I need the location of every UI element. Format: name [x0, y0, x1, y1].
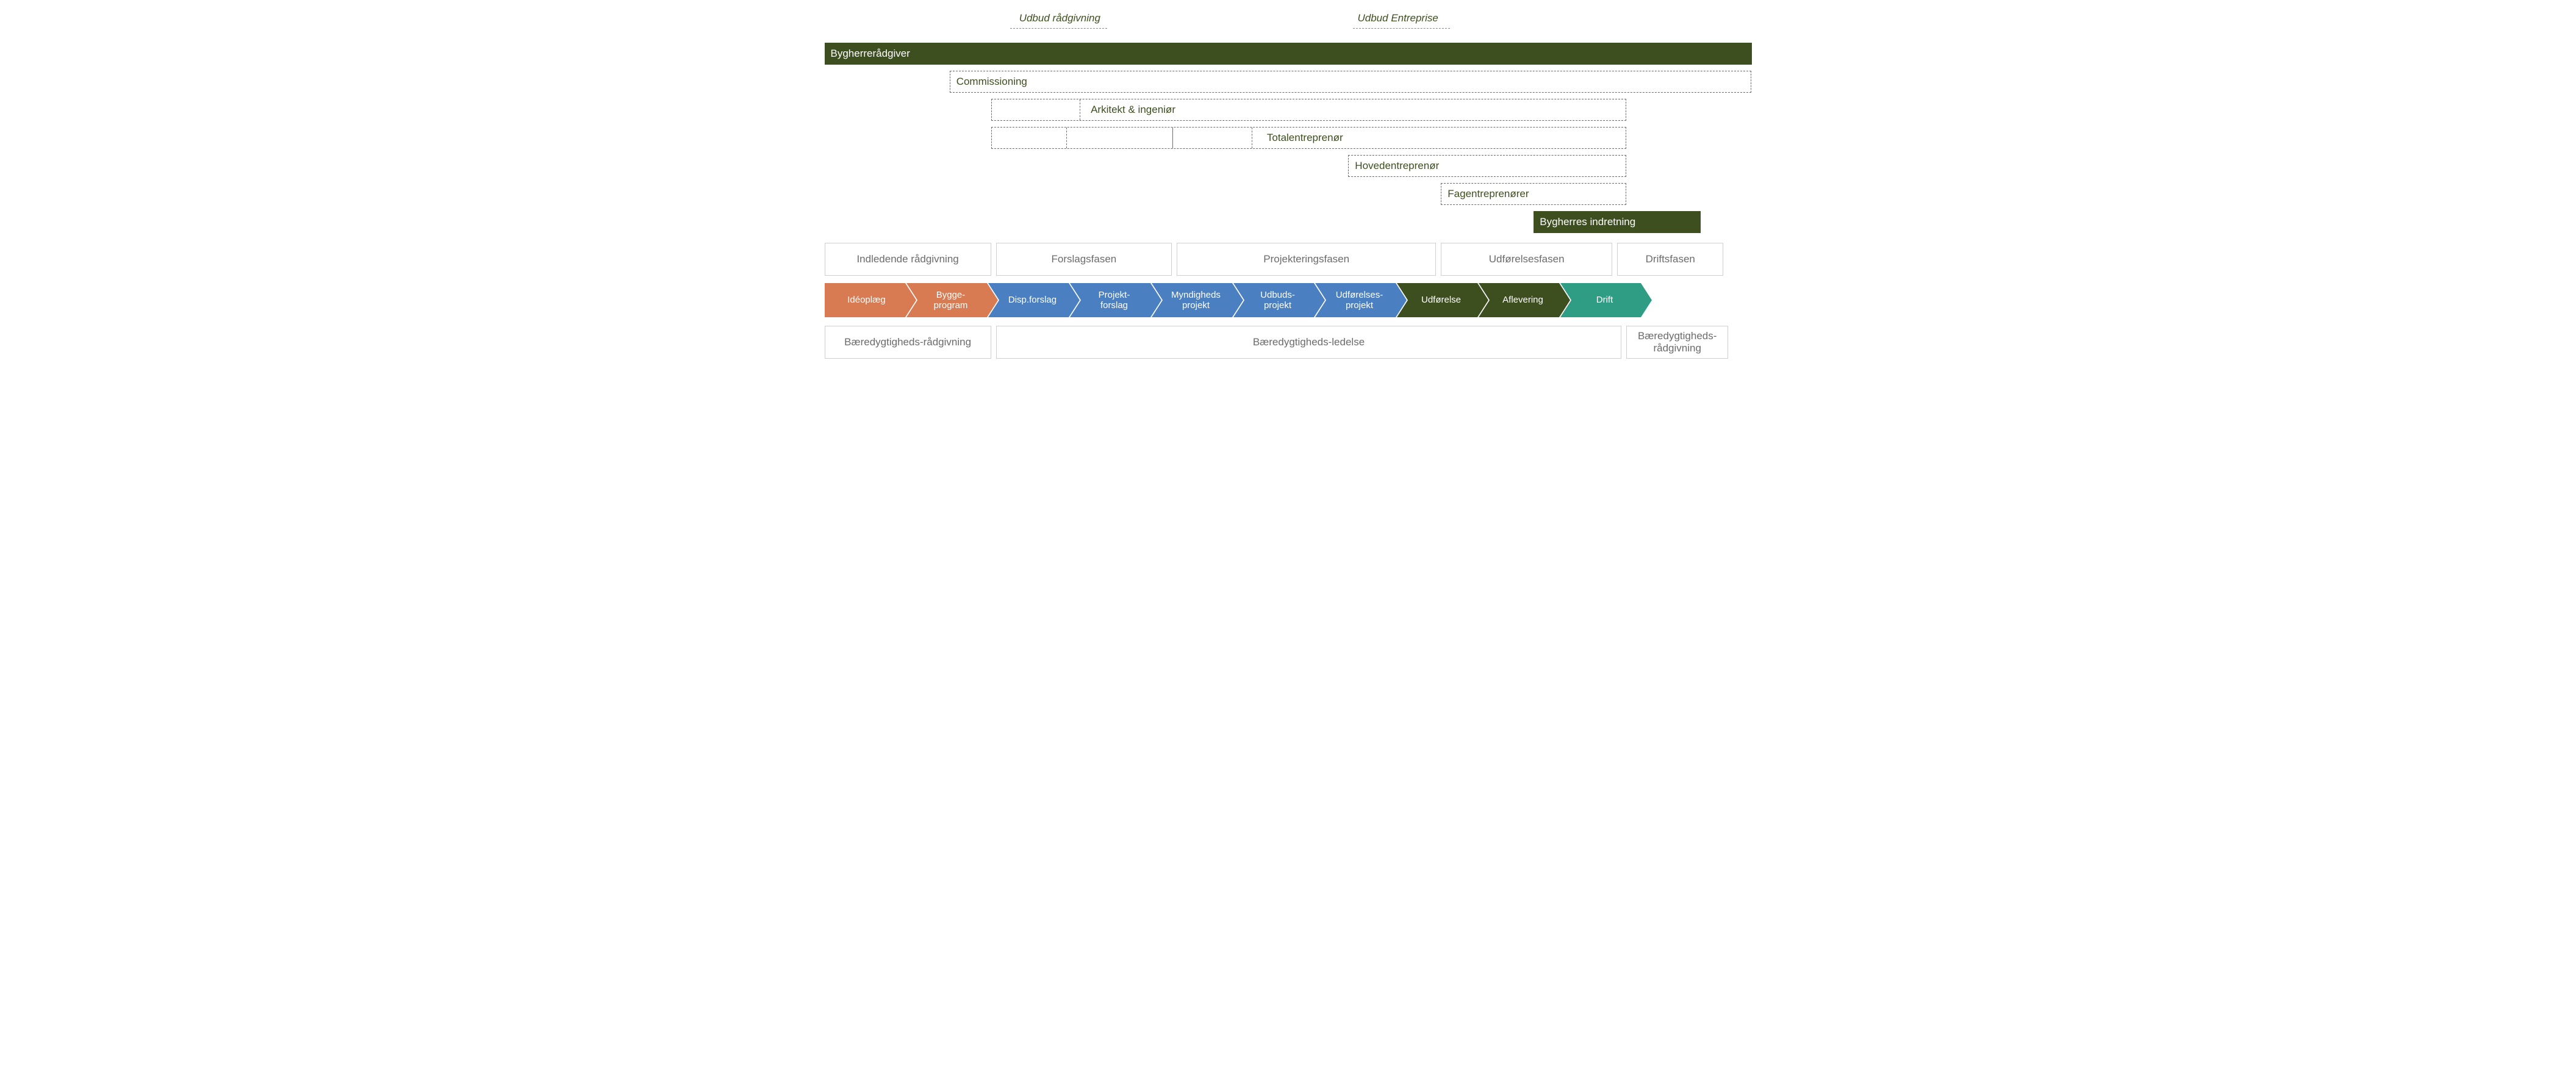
callout-label-1: Udbud Entreprise [1358, 12, 1438, 24]
phase-box-1: Forslagsfasen [996, 243, 1172, 276]
role-bar-4: Hovedentreprenør [1348, 155, 1626, 177]
chevron-step-4: Myndigheds projekt [1152, 283, 1232, 317]
phase-box-2: Projekteringsfasen [1177, 243, 1436, 276]
chevron-label: Myndigheds projekt [1171, 290, 1221, 311]
callout-underline-1 [1353, 28, 1451, 29]
chevron-label: Disp.forslag [1008, 295, 1057, 305]
role-bar-label-1: Commissioning [956, 76, 1027, 88]
chevron-step-7: Udførelse [1397, 283, 1477, 317]
bottom-box-label: Bæredygtigheds-ledelse [1253, 336, 1365, 348]
role-bar-5: Fagentreprenører [1441, 183, 1626, 205]
chevron-step-6: Udførelses- projekt [1315, 283, 1396, 317]
chevron-step-0: Idéoplæg [825, 283, 905, 317]
phase-box-0: Indledende rådgivning [825, 243, 991, 276]
role-bar-divider [1066, 128, 1067, 148]
bottom-box-0: Bæredygtigheds-rådgivning [825, 326, 991, 359]
phase-box-label: Driftsfasen [1646, 253, 1695, 265]
chevron-step-1: Bygge- program [906, 283, 987, 317]
chevron-label: Udførelses- projekt [1336, 290, 1383, 311]
chevron-label: Idéoplæg [847, 295, 886, 305]
chevron-label: Projekt- forslag [1099, 290, 1130, 311]
bottom-row: Bæredygtigheds-rådgivning Bæredygtigheds-… [825, 326, 1752, 359]
chevron-step-9: Drift [1560, 283, 1641, 317]
chevron-step-8: Aflevering [1479, 283, 1559, 317]
role-bar-divider [1172, 128, 1173, 148]
role-bar-3: Totalentreprenør [991, 127, 1626, 149]
phase-box-label: Indledende rådgivning [856, 253, 958, 265]
role-bar-label-0: Bygherrerådgiver [831, 48, 910, 60]
role-bar-0: Bygherrerådgiver [825, 43, 1752, 65]
role-bar-label-2: Arkitekt & ingeniør [1091, 104, 1175, 116]
role-bar-2: Arkitekt & ingeniør [991, 99, 1626, 121]
phase-row: Indledende rådgivning Forslagsfasen Projek… [825, 243, 1752, 276]
callout-underline-0 [1010, 28, 1108, 29]
role-bar-1: Commissioning [950, 71, 1752, 93]
chevron-step-2: Disp.forslag [988, 283, 1069, 317]
bottom-box-1: Bæredygtigheds-ledelse [996, 326, 1622, 359]
chevron-step-3: Projekt- forslag [1070, 283, 1150, 317]
chevron-label: Bygge- program [934, 290, 968, 311]
chevron-label: Udførelse [1421, 295, 1461, 305]
phase-box-label: Forslagsfasen [1051, 253, 1116, 265]
bottom-box-label: Bæredygtigheds-rådgivning [844, 336, 971, 348]
callout-label-0: Udbud rådgivning [1019, 12, 1100, 24]
role-bar-label-5: Fagentreprenører [1448, 188, 1529, 200]
chevron-label: Drift [1596, 295, 1613, 305]
role-bar-label-3: Totalentreprenør [1267, 132, 1343, 144]
role-bar-label-6: Bygherres indretning [1540, 216, 1635, 228]
chevron-step-5: Udbuds- projekt [1233, 283, 1314, 317]
chevron-row: Idéoplæg Bygge- program Disp.forslag Projek… [825, 283, 1752, 317]
role-bar-6: Bygherres indretning [1534, 211, 1701, 233]
role-bar-label-4: Hovedentreprenør [1355, 160, 1439, 172]
phase-box-4: Driftsfasen [1617, 243, 1723, 276]
chevron-label: Udbuds- projekt [1260, 290, 1295, 311]
phase-box-label: Projekteringsfasen [1263, 253, 1349, 265]
chevron-label: Aflevering [1502, 295, 1543, 305]
phase-box-label: Udførelsesfasen [1489, 253, 1565, 265]
bottom-box-2: Bæredygtigheds-rådgivning [1626, 326, 1728, 359]
bottom-box-label: Bæredygtigheds-rådgivning [1631, 330, 1724, 354]
phase-box-3: Udførelsesfasen [1441, 243, 1612, 276]
